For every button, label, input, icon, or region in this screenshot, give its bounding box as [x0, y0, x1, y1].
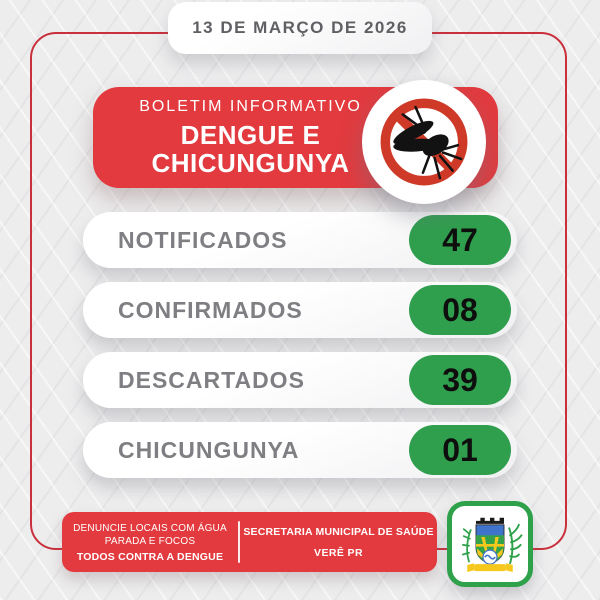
stat-value-badge: 47: [409, 215, 511, 265]
stat-value-badge: 08: [409, 285, 511, 335]
stat-value: 08: [442, 291, 478, 328]
stat-row-notificados: NOTIFICADOS 47: [83, 212, 517, 268]
footer-org-block: SECRETARIA MUNICIPAL DE SAÚDE VERÊ PR: [240, 526, 437, 559]
stat-value: 39: [442, 361, 478, 398]
stat-value: 47: [442, 221, 478, 258]
footer-notice-block: DENUNCIE LOCAIS COM ÁGUA PARADA E FOCOS …: [62, 522, 238, 563]
footer-notice-line2: PARADA E FOCOS: [104, 535, 196, 547]
banner-title-line2: CHICUNGUNYA: [151, 148, 350, 178]
footer-org-name: SECRETARIA MUNICIPAL DE SAÚDE: [243, 525, 434, 538]
footer-notice-bold: TODOS CONTRA A DENGUE: [76, 550, 224, 563]
date-text: 13 DE MARÇO DE 2026: [192, 18, 408, 37]
stat-value: 01: [442, 431, 478, 468]
banner-text-block: BOLETIM INFORMATIVO DENGUE E CHICUNGUNYA: [93, 98, 408, 177]
stat-row-descartados: DESCARTADOS 39: [83, 352, 517, 408]
stat-value-badge: 39: [409, 355, 511, 405]
stat-label: DESCARTADOS: [118, 366, 305, 393]
footer-notice-line1: DENUNCIE LOCAIS COM ÁGUA: [73, 522, 227, 534]
footer-bar: DENUNCIE LOCAIS COM ÁGUA PARADA E FOCOS …: [62, 512, 437, 572]
municipal-coat-of-arms-icon: [447, 501, 533, 587]
banner-title-line1: DENGUE E: [180, 119, 321, 150]
no-mosquito-icon: [362, 80, 486, 204]
stat-row-chicungunya: CHICUNGUNYA 01: [83, 422, 517, 478]
stat-row-confirmados: CONFIRMADOS 08: [83, 282, 517, 338]
stat-label: CONFIRMADOS: [118, 296, 303, 323]
stat-value-badge: 01: [409, 425, 511, 475]
stat-label: CHICUNGUNYA: [118, 436, 300, 463]
footer-divider: [238, 521, 240, 563]
stat-label: NOTIFICADOS: [118, 226, 288, 253]
date-badge: 13 DE MARÇO DE 2026: [168, 2, 432, 54]
footer-org-city: VERÊ PR: [314, 546, 363, 559]
banner-kicker: BOLETIM INFORMATIVO: [139, 97, 362, 115]
